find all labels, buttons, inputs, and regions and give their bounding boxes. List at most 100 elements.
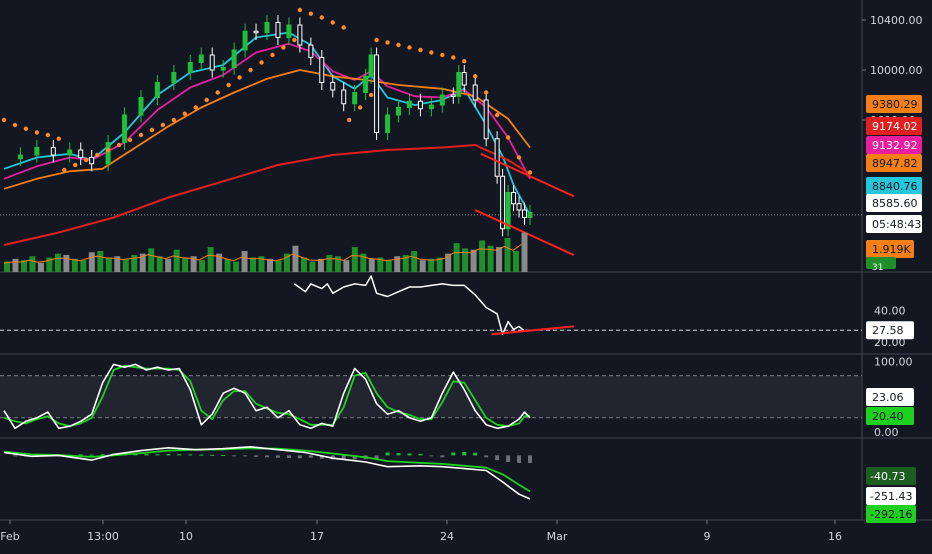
sar-dot — [385, 40, 390, 45]
volume-bar — [428, 258, 435, 272]
candle-body — [439, 94, 445, 106]
macd-hist-bar — [374, 455, 379, 459]
macd-badge-label: -40.73 — [870, 470, 905, 483]
volume-bar — [97, 251, 104, 272]
sar-dot — [462, 59, 467, 64]
volume-bar — [207, 247, 214, 272]
macd-hist-bar — [451, 452, 456, 456]
candle-body — [34, 147, 40, 156]
sar-dot — [440, 52, 445, 58]
macd-badge-label: -292.16 — [870, 508, 912, 521]
price-line-ma_long — [3, 144, 531, 246]
price-badge — [866, 117, 922, 135]
volume-ma-line — [3, 243, 522, 264]
volume-bar — [258, 256, 265, 272]
volume-bar — [419, 260, 426, 272]
sar-dot — [83, 157, 89, 163]
candle-body — [198, 54, 204, 63]
sar-dot — [127, 137, 133, 143]
rsi-tick-label: 40.00 — [874, 305, 906, 318]
volume-bar — [46, 257, 53, 272]
sar-dot — [105, 147, 111, 153]
macd-hist-bar — [396, 453, 401, 456]
volume-bar — [275, 260, 282, 272]
price-badge — [866, 194, 922, 212]
candle-body — [428, 104, 434, 110]
macd-hist-bar — [484, 455, 489, 458]
volume-bar — [487, 245, 494, 272]
trendline — [480, 152, 575, 198]
volume-badge — [866, 257, 896, 269]
macd-badge-label: -251.43 — [870, 490, 912, 503]
stoch-tick-label: 0.00 — [874, 426, 899, 439]
macd-hist-bar — [144, 453, 149, 456]
macd-hist-bar — [89, 454, 94, 456]
candle-body — [505, 192, 511, 230]
volume-bar — [385, 260, 392, 272]
candle-body — [450, 94, 456, 97]
price-badge-label: 8585.60 — [872, 197, 918, 210]
volume-bar — [122, 258, 129, 272]
sar-dot — [1, 117, 7, 123]
candle-body — [187, 62, 193, 73]
macd-signal-line — [3, 447, 531, 493]
macd-hist-bar — [199, 454, 204, 456]
sar-dot — [494, 112, 500, 118]
time-axis-label: 17 — [310, 530, 324, 543]
volume-bar — [250, 257, 257, 272]
sar-dot — [505, 135, 511, 140]
candle-body — [368, 54, 374, 77]
sar-dot — [270, 52, 275, 58]
sar-dot — [56, 136, 61, 141]
candle-body — [341, 89, 347, 105]
volume-bar — [37, 262, 44, 272]
candle-body — [89, 157, 95, 165]
candle-body — [286, 24, 292, 38]
candle-body — [385, 114, 391, 133]
rsi-badge — [866, 321, 914, 340]
volume-bar — [504, 237, 511, 272]
volume-bar — [156, 256, 163, 272]
candle-body — [374, 54, 380, 133]
sar-dot — [23, 126, 29, 131]
price-badge-label: 9174.02 — [872, 120, 918, 133]
sar-dot — [73, 162, 78, 168]
sar-dot — [429, 50, 434, 55]
time-axis-label: 10 — [179, 530, 193, 543]
volume-bar — [411, 251, 418, 272]
volume-bar — [496, 247, 503, 272]
macd-hist-bar — [221, 454, 226, 456]
volume-bar — [182, 257, 189, 272]
volume-bar — [131, 254, 138, 272]
volume-bar — [292, 245, 299, 272]
time-axis-label: Feb — [0, 530, 19, 543]
candle-body — [461, 72, 467, 86]
sar-dot — [34, 130, 40, 135]
volume-bar — [479, 240, 486, 272]
stoch-d-line — [3, 364, 531, 428]
candle-body — [50, 147, 56, 156]
sar-dot — [473, 74, 478, 79]
macd-hist-bar — [100, 454, 105, 456]
volume-bar — [165, 258, 172, 272]
candle-body — [242, 30, 248, 51]
macd-hist-bar — [319, 455, 324, 459]
candle-body — [456, 72, 462, 97]
macd-hist-bar — [440, 455, 445, 458]
time-axis-label: 13:00 — [87, 530, 119, 543]
rsi-badge-label: 27.58 — [872, 324, 904, 337]
price-badge-label: 05:48:43 — [872, 218, 921, 231]
sar-dot — [193, 105, 198, 110]
macd-hist-bar — [462, 451, 467, 456]
sar-dot — [182, 111, 188, 116]
volume-bar — [88, 252, 95, 272]
volume-bar — [402, 254, 409, 272]
volume-bar — [360, 253, 367, 272]
sar-dot — [297, 7, 303, 13]
sar-dot — [94, 152, 100, 158]
volume-bar — [71, 258, 78, 272]
macd-hist-bar — [517, 455, 522, 463]
macd-badge — [866, 505, 916, 523]
